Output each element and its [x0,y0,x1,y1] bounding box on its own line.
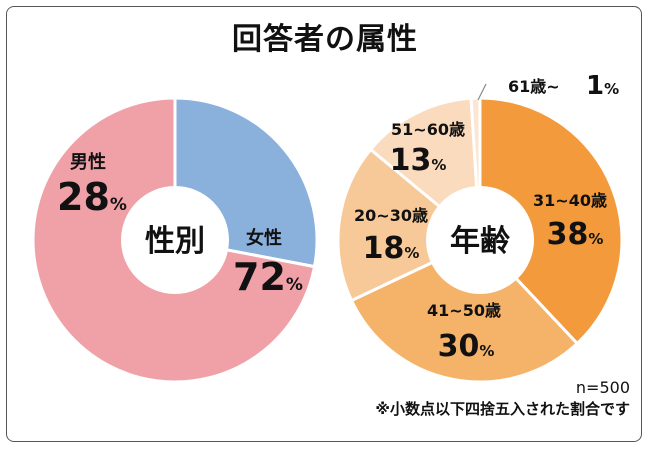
chart-title: 回答者の属性 [232,22,418,57]
leader-line [477,83,487,101]
slice-label: 61歳~ [508,77,560,96]
slice-label: 31~40歳 [533,191,607,210]
sample-size: n=500 [575,378,630,397]
center-label: 年齢 [450,224,510,259]
slice-label: 男性 [70,151,106,173]
donut-hole [121,186,229,294]
slice-value: 1% [586,71,619,101]
slice-unit: % [479,342,494,360]
slice-label: 51~60歳 [391,120,465,139]
slice-unit: % [110,195,127,215]
pie-slice [478,96,624,346]
center-label: 性別 [145,224,205,259]
slice-label: 20~30歳 [354,206,428,225]
pie-slice [336,147,483,303]
slice-unit: % [588,230,603,248]
slice-unit: % [604,80,619,98]
donut-hole [426,186,534,294]
slice-unit: % [404,244,419,262]
slice-unit: % [431,156,446,174]
slice-label: 41~50歳 [427,301,501,320]
slice-unit: % [286,275,303,295]
slice-label: 女性 [246,227,282,249]
footnote: ※小数点以下四捨五入された割合です [375,400,630,418]
